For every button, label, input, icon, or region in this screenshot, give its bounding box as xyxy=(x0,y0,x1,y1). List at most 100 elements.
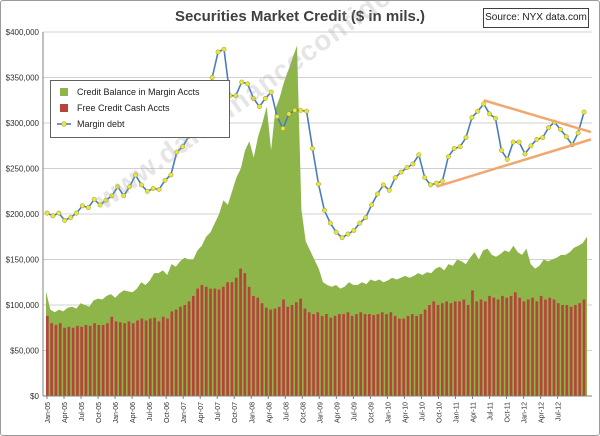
free-credit-bar xyxy=(174,309,178,396)
free-credit-bar xyxy=(252,295,255,396)
margin-debt-point xyxy=(162,177,168,183)
free-credit-bar xyxy=(222,286,225,396)
free-credit-bar xyxy=(441,303,444,396)
free-credit-bar xyxy=(539,295,543,396)
margin-debt-point xyxy=(351,227,357,233)
x-tick-label: Oct-11 xyxy=(505,402,512,423)
margin-debt-point xyxy=(316,181,321,187)
margin-debt-point xyxy=(168,172,174,178)
margin-debt-point xyxy=(469,115,475,120)
free-credit-bar xyxy=(303,308,307,396)
free-credit-bar xyxy=(217,289,221,396)
margin-debt-point xyxy=(333,229,339,235)
free-credit-bar xyxy=(449,303,453,396)
margin-debt-point xyxy=(115,184,121,190)
free-credit-bar xyxy=(350,315,354,396)
x-tick-label: Jan-05 xyxy=(45,402,52,424)
legend-swatch-margin-debt xyxy=(57,117,71,131)
margin-debt-point xyxy=(144,188,150,194)
free-credit-bar xyxy=(363,314,367,396)
free-credit-bar xyxy=(389,312,393,396)
free-credit-bar xyxy=(316,312,320,396)
free-credit-bar xyxy=(187,301,191,396)
triangle-upper-line xyxy=(483,99,592,134)
y-tick-label: $200,000 xyxy=(6,210,40,219)
margin-debt-point xyxy=(327,220,333,226)
margin-debt-point xyxy=(174,149,180,155)
x-tick-label: Oct-06 xyxy=(164,402,171,423)
margin-debt-point xyxy=(62,217,68,223)
y-tick-label: $50,000 xyxy=(10,347,39,356)
free-credit-bar xyxy=(196,288,199,396)
free-credit-bar xyxy=(243,273,247,396)
free-credit-bar xyxy=(179,306,182,396)
x-tick-label: Apr-09 xyxy=(334,402,341,423)
free-credit-bar xyxy=(131,323,135,396)
margin-debt-point xyxy=(398,169,404,175)
margin-debt-point xyxy=(481,101,487,107)
free-credit-bar xyxy=(526,299,530,396)
x-tick-label: Jul-10 xyxy=(419,402,426,421)
free-credit-bar xyxy=(76,325,79,396)
free-credit-bar xyxy=(380,312,384,396)
x-tick-label: Oct-05 xyxy=(96,402,103,423)
free-credit-bar xyxy=(509,295,513,396)
free-credit-bar xyxy=(514,292,517,396)
triangle-annotation xyxy=(436,99,592,188)
free-credit-bar xyxy=(80,326,83,396)
chart-title: Securities Market Credit ($ in mils.) xyxy=(174,8,426,25)
free-credit-bar xyxy=(307,312,311,396)
free-credit-bar xyxy=(355,314,358,396)
margin-debt-point xyxy=(133,172,138,178)
legend-label-free-credit: Free Credit Cash Accts xyxy=(77,103,170,113)
x-tick-label: Apr-07 xyxy=(198,402,205,423)
free-credit-bar xyxy=(475,301,479,396)
axes: $0 $50,000 $100,000 $150,000 $200,000 $250,00… xyxy=(6,28,592,423)
free-credit-bar xyxy=(320,315,324,396)
free-credit-bar xyxy=(406,315,410,396)
legend: Credit Balance in Margin Accts Free Cred… xyxy=(50,80,230,138)
free-credit-bar xyxy=(522,301,526,396)
margin-debt-point xyxy=(392,175,398,181)
margin-debt-point xyxy=(44,210,50,216)
margin-debt-point xyxy=(239,79,245,85)
free-credit-bar xyxy=(119,322,122,396)
margin-debt-point xyxy=(268,89,274,95)
margin-debt-point xyxy=(68,215,74,221)
free-credit-bar xyxy=(88,325,92,396)
free-credit-bar xyxy=(110,316,114,396)
free-credit-bar xyxy=(552,299,556,396)
y-tick-label: $100,000 xyxy=(6,301,40,310)
free-credit-bar xyxy=(213,288,217,396)
x-tick-label: Jan-10 xyxy=(385,402,392,424)
free-credit-bar xyxy=(144,320,148,396)
free-credit-bar xyxy=(209,288,212,396)
free-credit-bar xyxy=(183,305,187,396)
margin-debt-point xyxy=(493,115,498,121)
free-credit-bar xyxy=(565,305,569,396)
margin-debt-point xyxy=(516,139,522,145)
margin-debt-point xyxy=(321,207,327,213)
free-credit-bars xyxy=(46,268,586,397)
free-credit-bar xyxy=(458,301,461,396)
x-tick-label: Oct-08 xyxy=(300,402,307,423)
free-credit-bar xyxy=(329,317,333,396)
x-tick-label: Jan-09 xyxy=(317,402,324,424)
margin-debt-point xyxy=(156,186,162,192)
margin-debt-point xyxy=(298,107,304,113)
triangle-lower-line xyxy=(436,138,592,188)
margin-debt-layer xyxy=(44,46,587,241)
x-tick-label: Apr-11 xyxy=(471,402,478,423)
free-credit-bar xyxy=(333,315,337,396)
free-credit-bar xyxy=(582,299,586,396)
free-credit-bar xyxy=(106,323,109,396)
margin-debt-point xyxy=(121,193,127,199)
y-tick-label: $150,000 xyxy=(6,256,40,265)
free-credit-bar xyxy=(402,318,406,396)
free-credit-bar xyxy=(492,297,496,396)
x-tick-label: Apr-05 xyxy=(62,402,69,423)
free-credit-bar xyxy=(286,306,290,396)
free-credit-bar xyxy=(531,297,534,396)
free-credit-bar xyxy=(161,316,165,396)
x-tick-label: Jul-07 xyxy=(215,402,222,421)
